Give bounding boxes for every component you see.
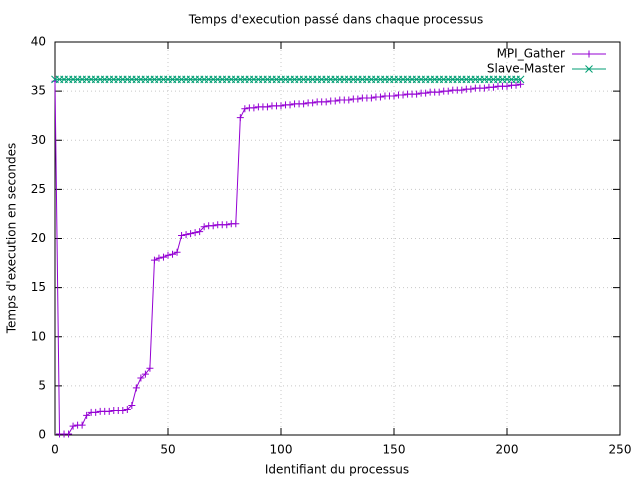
data-point: [128, 402, 136, 410]
data-point: [83, 411, 91, 419]
x-tick-label: 250: [609, 443, 632, 457]
data-point: [512, 81, 520, 89]
data-point: [92, 408, 100, 416]
data-point: [322, 98, 330, 106]
data-point: [105, 407, 113, 415]
x-tick-label: 50: [160, 443, 175, 457]
data-point: [78, 421, 86, 429]
x-tick-label: 0: [51, 443, 59, 457]
data-point: [480, 84, 488, 92]
y-tick-label: 35: [31, 84, 46, 98]
plot-frame: [54, 41, 621, 436]
data-point: [300, 100, 308, 108]
series-line: [54, 81, 521, 435]
data-point: [277, 102, 285, 110]
data-point: [69, 422, 77, 430]
data-point: [422, 89, 430, 97]
data-point: [367, 94, 375, 102]
data-point: [209, 222, 217, 230]
data-point: [331, 97, 339, 105]
data-point: [169, 250, 177, 258]
data-point: [146, 364, 154, 372]
x-tick-label: 200: [496, 443, 519, 457]
y-tick-label: 40: [31, 35, 46, 49]
legend-label: Slave-Master: [487, 62, 565, 76]
data-point: [399, 91, 407, 99]
data-point: [123, 405, 131, 413]
data-point: [517, 80, 525, 88]
data-point: [164, 251, 172, 259]
data-point: [489, 83, 497, 91]
y-tick-label: 0: [38, 428, 46, 442]
y-tick-label: 5: [38, 378, 46, 392]
data-point: [196, 228, 204, 236]
data-point: [376, 93, 384, 101]
data-point: [155, 254, 163, 262]
data-point: [435, 88, 443, 96]
data-point: [345, 96, 353, 104]
data-point: [413, 90, 421, 98]
data-point: [263, 103, 271, 111]
data-point: [250, 104, 258, 112]
chart-title: Temps d'execution passé dans chaque proc…: [188, 13, 484, 27]
data-point: [178, 232, 186, 240]
data-point: [309, 99, 317, 107]
data-point: [119, 406, 127, 414]
data-point: [141, 370, 149, 378]
data-point: [200, 223, 208, 231]
data-point: [182, 231, 190, 239]
x-axis-label: Identifiant du processus: [265, 463, 409, 477]
data-point: [236, 114, 244, 122]
data-point: [467, 85, 475, 93]
data-point: [390, 92, 398, 100]
data-point: [516, 75, 525, 84]
data-point: [159, 253, 167, 261]
y-axis-label: Temps d'execution en secondes: [5, 143, 19, 335]
data-point: [458, 86, 466, 94]
data-point: [444, 87, 452, 95]
legend-marker: [585, 50, 593, 58]
data-point: [232, 220, 240, 228]
x-tick-label: 100: [270, 443, 293, 457]
data-point: [241, 105, 249, 113]
x-tick-label: 150: [383, 443, 406, 457]
legend-label: MPI_Gather: [497, 47, 565, 61]
y-tick-label: 10: [31, 329, 46, 343]
legend-marker: [585, 65, 593, 73]
data-point: [187, 230, 195, 238]
y-tick-label: 15: [31, 280, 46, 294]
data-point: [286, 101, 294, 109]
data-point: [137, 374, 145, 382]
data-point: [132, 384, 140, 392]
data-point: [191, 229, 199, 237]
y-tick-label: 25: [31, 182, 46, 196]
data-point: [223, 221, 231, 229]
data-point: [173, 248, 181, 256]
y-tick-label: 20: [31, 231, 46, 245]
y-tick-label: 30: [31, 133, 46, 147]
data-point: [150, 256, 158, 264]
data-point: [503, 82, 511, 90]
data-point: [65, 430, 73, 438]
data-point: [354, 95, 362, 103]
